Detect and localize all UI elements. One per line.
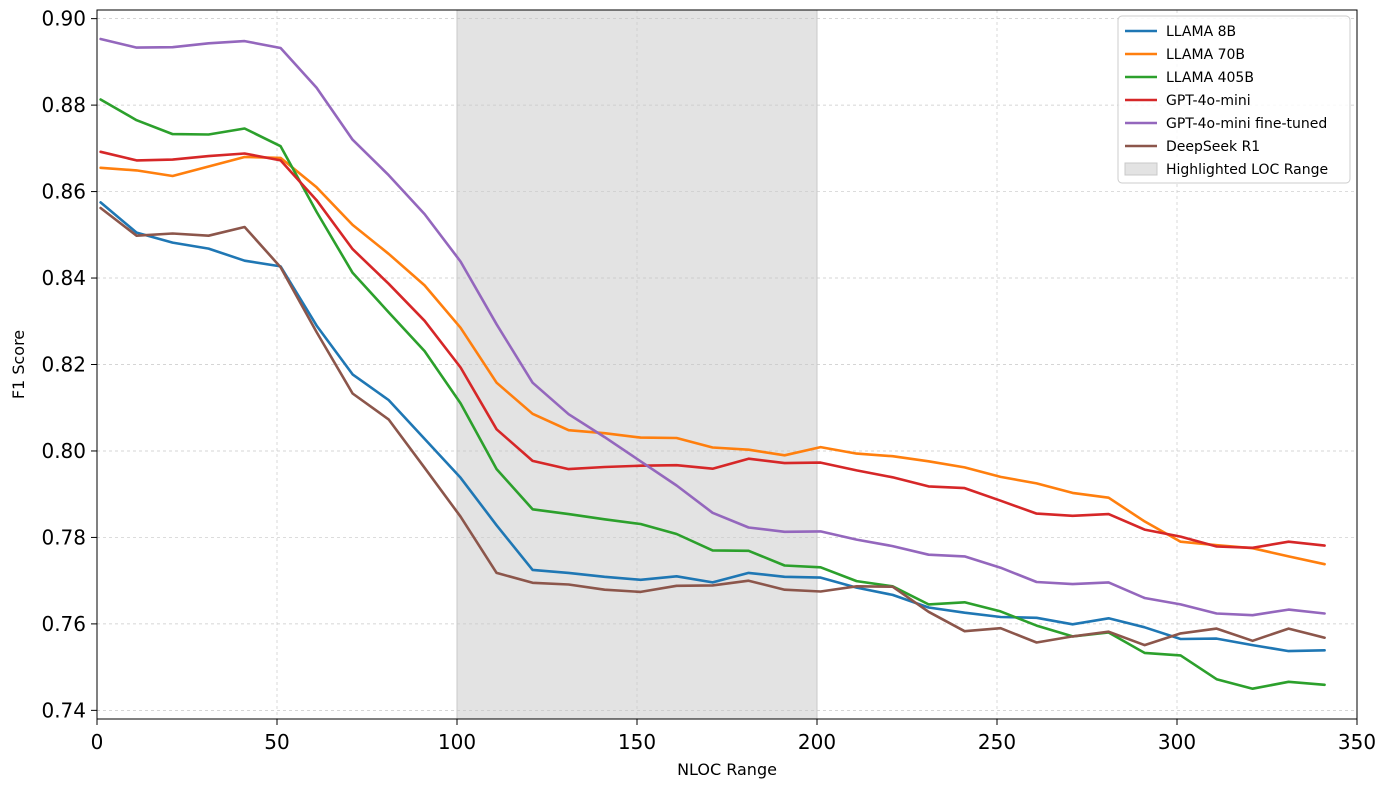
y-tick-label: 0.84 xyxy=(41,266,86,290)
x-tick-label: 350 xyxy=(1338,730,1376,754)
series-line-gpt-4o-mini-fine-tuned xyxy=(99,37,1326,617)
y-tick-label: 0.80 xyxy=(41,439,86,463)
y-tick-label: 0.82 xyxy=(41,353,86,377)
legend-label: LLAMA 405B xyxy=(1166,70,1254,86)
legend-label: LLAMA 70B xyxy=(1166,47,1245,63)
ticks-layer: 0 50 100 150 200 250 300 350 0.74 0.76 0.78 0.80 0.8… xyxy=(41,7,1376,754)
legend: LLAMA 8B LLAMA 70B LLAMA 405B GPT-4o-mini GP… xyxy=(1117,15,1351,184)
y-tick-label: 0.86 xyxy=(41,180,86,204)
series-line-gpt-4o-mini xyxy=(99,150,1326,550)
y-tick-label: 0.90 xyxy=(41,7,86,31)
y-tick-label: 0.76 xyxy=(41,612,86,636)
x-tick-label: 100 xyxy=(438,730,476,754)
x-tick-label: 0 xyxy=(91,730,104,754)
legend-swatch-highlight xyxy=(1124,162,1158,176)
x-tick-label: 150 xyxy=(618,730,656,754)
x-tick-label: 250 xyxy=(978,730,1016,754)
legend-label: DeepSeek R1 xyxy=(1166,139,1260,155)
legend-label: Highlighted LOC Range xyxy=(1166,162,1328,178)
series-line-deepseek-r1 xyxy=(99,206,1326,647)
legend-label: GPT-4o-mini xyxy=(1166,93,1251,109)
series-layer xyxy=(99,37,1326,691)
y-tick-label: 0.74 xyxy=(41,698,86,722)
y-tick-label: 0.78 xyxy=(41,525,86,549)
y-tick-label: 0.88 xyxy=(41,93,86,117)
x-tick-label: 50 xyxy=(264,730,289,754)
legend-label: GPT-4o-mini fine-tuned xyxy=(1166,116,1327,132)
y-axis-title: F1 Score xyxy=(9,330,28,399)
series-line-llama-70b xyxy=(99,155,1326,566)
series-line-llama-405b xyxy=(99,98,1326,691)
x-tick-label: 200 xyxy=(798,730,836,754)
series-line-llama-8b xyxy=(99,201,1326,653)
legend-label: LLAMA 8B xyxy=(1166,24,1236,40)
legend-box xyxy=(1117,15,1351,184)
x-tick-label: 300 xyxy=(1158,730,1196,754)
x-axis-title: NLOC Range xyxy=(677,760,777,779)
